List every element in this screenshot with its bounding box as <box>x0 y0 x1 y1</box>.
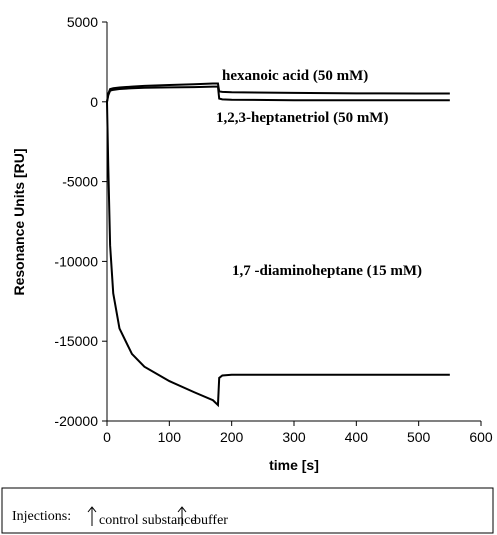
series-label: hexanoic acid (50 mM) <box>222 68 368 84</box>
x-tick-label: 0 <box>103 429 111 445</box>
line <box>106 82 450 102</box>
injection-legend: Injections: control substance buffer <box>1 487 494 534</box>
y-tick-label: -10000 <box>54 253 98 269</box>
y-tick-label: 0 <box>90 94 98 110</box>
line <box>106 101 450 408</box>
x-tick-label: 100 <box>158 429 182 445</box>
x-tick-label: 400 <box>345 429 369 445</box>
x-tick-label: 600 <box>469 429 493 445</box>
series-label: 1,7 -diaminoheptane (15 mM) <box>232 263 422 279</box>
arrow-icon <box>87 506 97 526</box>
x-tick-label: 200 <box>220 429 244 445</box>
line <box>106 85 450 102</box>
x-axis-label: time [s] <box>269 457 319 473</box>
y-tick-label: 5000 <box>67 14 98 30</box>
y-tick-label: -5000 <box>62 174 98 190</box>
legend-box <box>1 487 494 534</box>
series-label: 1,2,3-heptanetriol (50 mM) <box>216 110 388 126</box>
x-tick-label: 500 <box>407 429 431 445</box>
y-tick-label: -15000 <box>54 333 98 349</box>
y-axis-label: Resonance Units [RU] <box>11 148 27 295</box>
legend-item: buffer <box>194 513 228 528</box>
x-tick-label: 300 <box>282 429 306 445</box>
y-tick-label: -20000 <box>54 413 98 429</box>
legend-item: control substance <box>99 513 197 528</box>
arrow-icon <box>177 506 187 526</box>
legend-title: Injections: <box>12 509 71 524</box>
